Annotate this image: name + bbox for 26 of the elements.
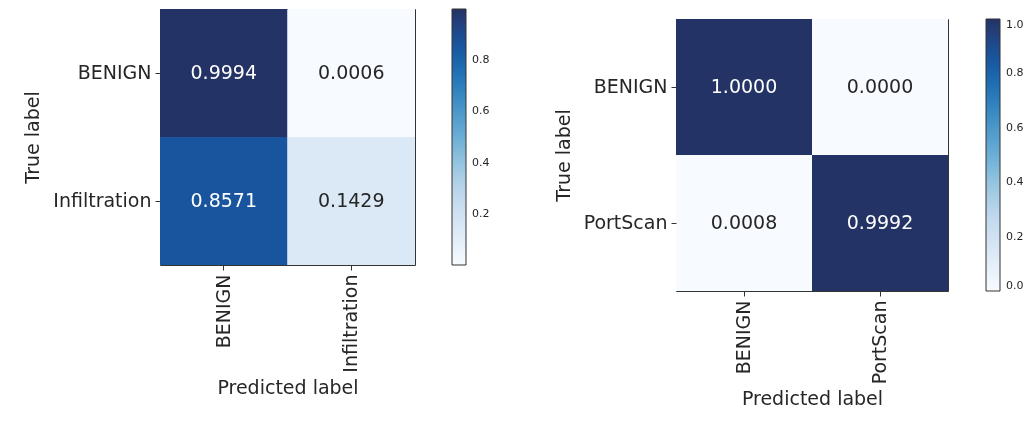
color-bar-label: 0.0 [1006,279,1024,292]
color-bar-label: 0.6 [472,104,490,118]
data-label: 0.0006 [318,61,385,83]
x-axis-title: Predicted label [217,375,359,398]
x-tick-label: BENIGN [732,300,754,375]
color-bar-label: 0.2 [1006,229,1024,243]
color-bar-label: 0.4 [1006,175,1024,189]
x-axis-title: Predicted label [741,387,884,410]
color-bar-label: 1.0 [1006,18,1024,31]
color-bar-label: 0.2 [472,206,490,220]
color-bar-label: 0.8 [1006,66,1024,80]
y-axis-title: True label [551,109,574,203]
color-bar-label: 0.8 [472,53,490,67]
data-label: 0.8571 [190,189,257,211]
color-bar-label: 0.6 [1006,120,1024,134]
data-label: 0.0000 [846,75,914,97]
y-axis-title: True label [21,91,44,185]
x-tick-label: Infiltration [339,274,362,373]
data-label: 1.0000 [710,75,778,97]
data-label: 0.9992 [846,211,914,233]
color-bar-label: 0.4 [472,155,490,169]
data-label: 0.0008 [710,211,778,233]
x-tick-label: PortScan [868,300,890,385]
data-label: 0.1429 [318,189,385,211]
x-tick-label: BENIGN [211,274,234,349]
data-label: 0.9994 [190,61,257,83]
